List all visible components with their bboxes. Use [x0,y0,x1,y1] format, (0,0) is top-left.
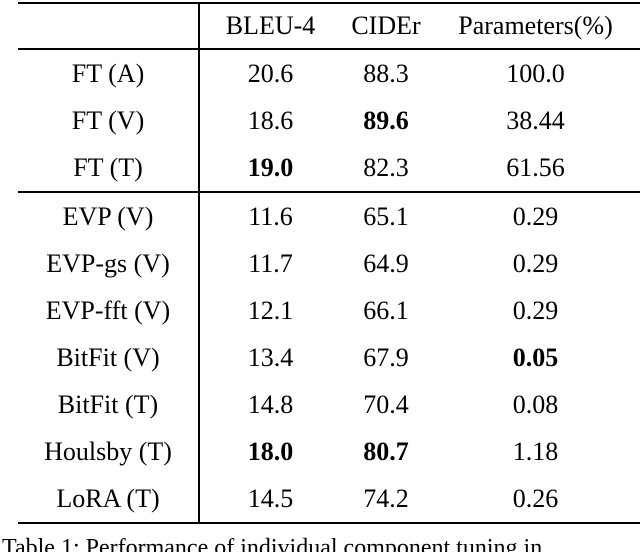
row-label: EVP-gs (V) [18,240,200,287]
bleu4-value: 12.1 [247,295,294,325]
table-row: FT (T) 19.0 82.3 61.56 [18,144,640,193]
row-label: EVP (V) [18,192,200,240]
header-empty-cell [18,2,200,50]
table-row: EVP (V) 11.6 65.1 0.29 [18,192,640,240]
params-value: 0.29 [512,201,559,231]
results-table: BLEU-4 CIDEr Parameters(%) FT (A) 20.6 8… [18,2,640,524]
row-label: Houlsby (T) [18,428,200,475]
cider-value: 64.9 [363,248,409,278]
row-label: BitFit (T) [18,381,200,428]
cider-value: 67.9 [363,342,409,372]
cider-value: 89.6 [363,105,409,135]
row-label: LoRA (T) [18,475,200,524]
table-row: LoRA (T) 14.5 74.2 0.26 [18,475,640,524]
bleu4-value: 19.0 [199,144,341,193]
bleu4-value: 18.0 [247,436,294,466]
cider-value: 65.1 [363,201,409,231]
bleu4-value: 11.6 [248,201,293,231]
row-label: FT (V) [18,97,200,144]
table-row: EVP-fft (V) 12.1 66.1 0.29 [18,287,640,334]
row-label: FT (T) [18,144,200,193]
row-label: FT (A) [18,49,200,97]
bleu4-value: 13.4 [247,342,294,372]
row-label: BitFit (V) [18,334,200,381]
bleu4-value: 20.6 [247,58,294,88]
row-label: EVP-fft (V) [18,287,200,334]
params-value: 100.0 [506,58,565,88]
bleu4-value: 14.5 [199,475,341,524]
params-value: 1.18 [512,436,559,466]
params-value: 0.29 [512,295,559,325]
params-value: 0.05 [512,342,559,372]
cider-value: 88.3 [363,58,409,88]
bleu4-value: 18.6 [247,105,294,135]
cider-value: 80.7 [363,436,409,466]
column-header-bleu4: BLEU-4 [199,2,341,50]
table-row: Houlsby (T) 18.0 80.7 1.18 [18,428,640,475]
table-row: FT (V) 18.6 89.6 38.44 [18,97,640,144]
params-value: 0.29 [512,248,559,278]
cider-value: 66.1 [363,295,409,325]
params-value: 0.08 [512,389,559,419]
table-row: BitFit (T) 14.8 70.4 0.08 [18,381,640,428]
bleu4-value: 14.8 [247,389,294,419]
params-value: 61.56 [431,144,640,193]
table-header-row: BLEU-4 CIDEr Parameters(%) [18,2,640,50]
table-caption: Table 1: Performance of individual compo… [2,535,543,552]
params-value: 38.44 [506,105,565,135]
column-header-cider: CIDEr [341,2,431,50]
cider-value: 74.2 [341,475,431,524]
params-value: 0.26 [431,475,640,524]
column-header-parameters: Parameters(%) [431,2,640,50]
cider-value: 82.3 [341,144,431,193]
table-row: EVP-gs (V) 11.7 64.9 0.29 [18,240,640,287]
table-row: FT (A) 20.6 88.3 100.0 [18,49,640,97]
table-row: BitFit (V) 13.4 67.9 0.05 [18,334,640,381]
bleu4-value: 11.7 [248,248,293,278]
cider-value: 70.4 [363,389,409,419]
